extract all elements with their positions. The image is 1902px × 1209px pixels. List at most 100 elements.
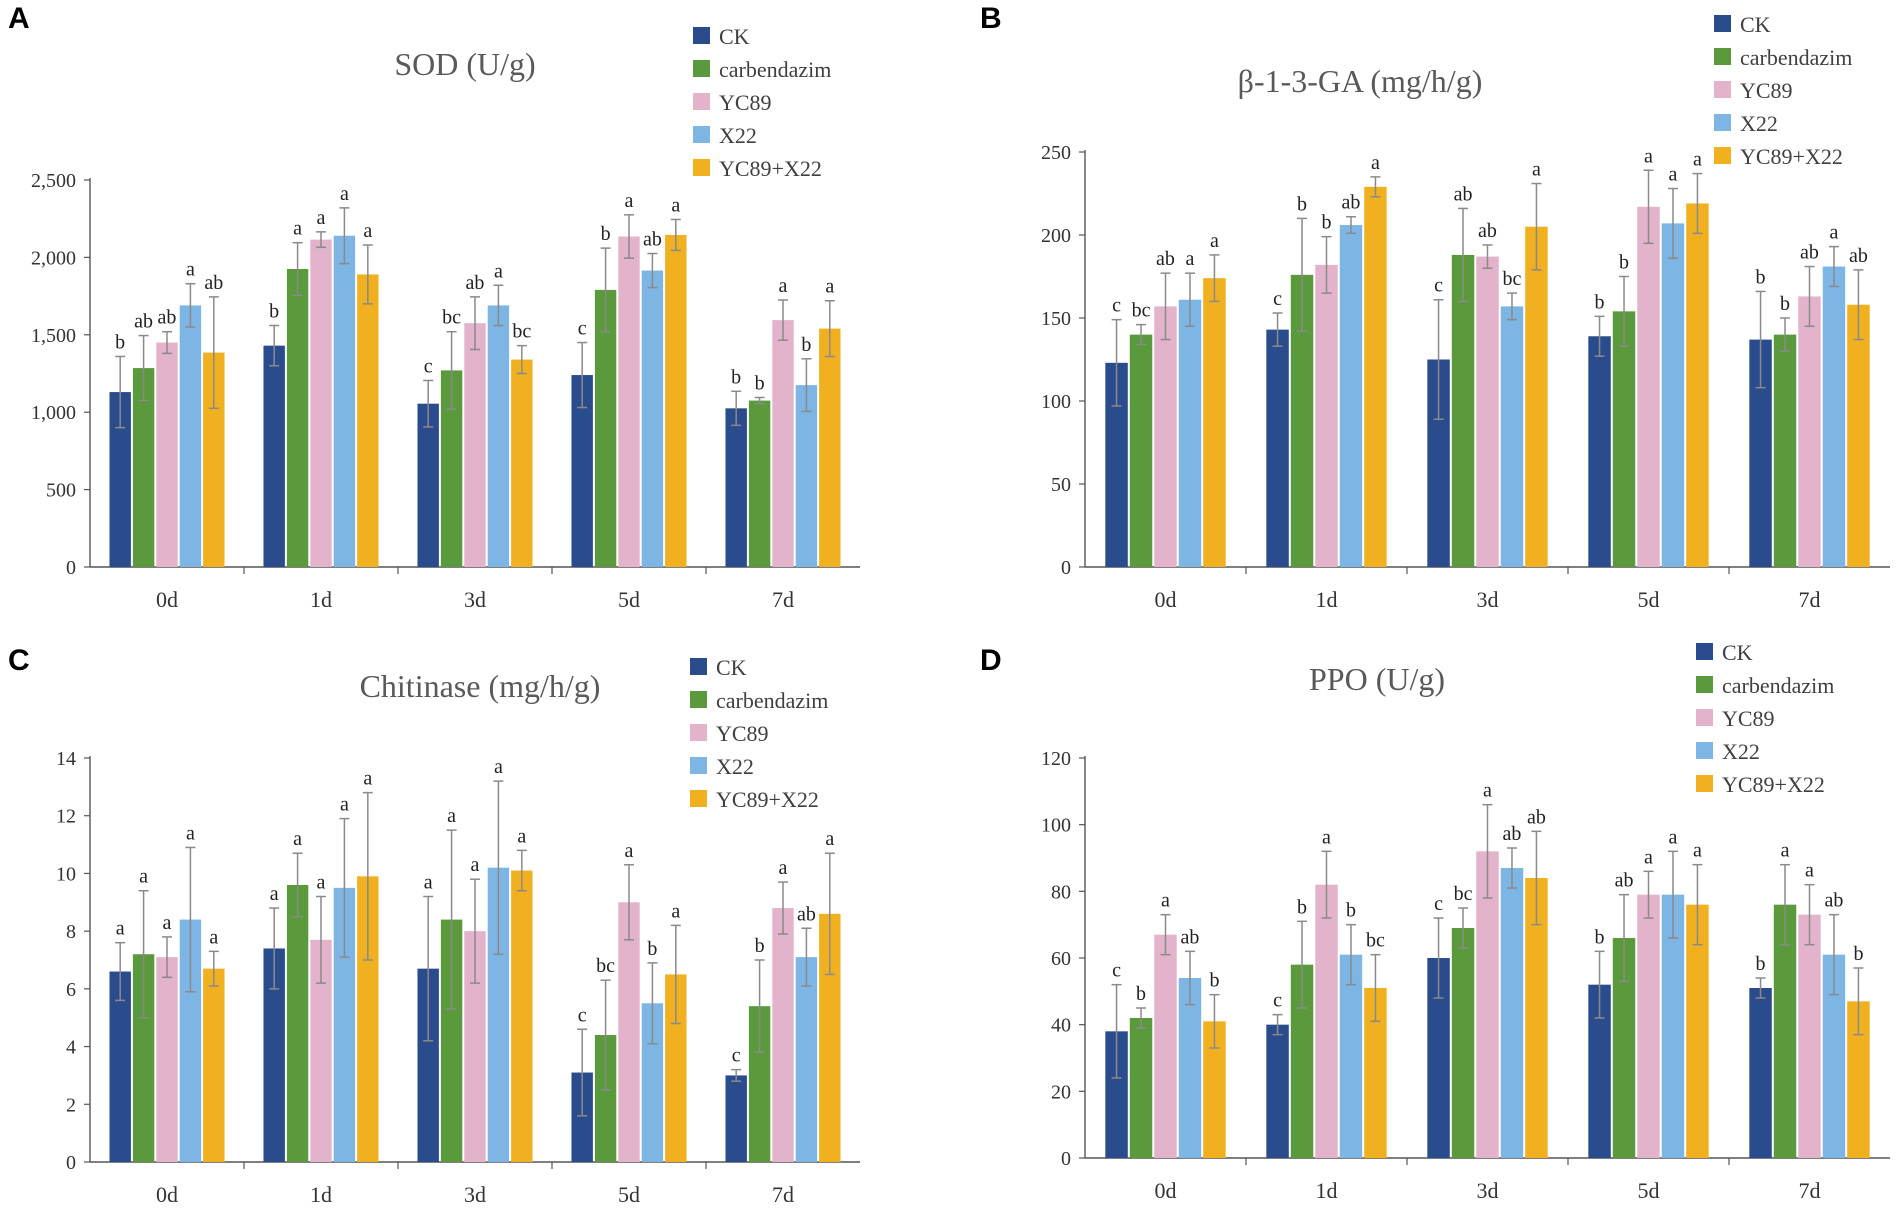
significance-letter: b bbox=[1297, 193, 1307, 215]
legend-label: YC89 bbox=[1722, 706, 1775, 731]
bar-c-x22-3d bbox=[487, 867, 510, 1162]
bar-a-carbendazim-0d bbox=[132, 368, 155, 567]
legend-swatch-carbendazim bbox=[693, 60, 710, 77]
bar-c-carbendazim-5d bbox=[594, 1035, 617, 1162]
bar-b-carbendazim-7d bbox=[1773, 334, 1797, 567]
x-category-label: 3d bbox=[464, 587, 486, 612]
significance-letter: ab bbox=[1503, 823, 1522, 845]
y-tick-label: 100 bbox=[1041, 391, 1071, 413]
bar-a-x22-3d bbox=[487, 305, 510, 567]
significance-letter: a bbox=[494, 260, 503, 282]
bar-c-yc89-3d bbox=[464, 931, 486, 1162]
panel-letter-d: D bbox=[980, 644, 1002, 677]
bar-c-yc89-x22-7d bbox=[819, 913, 841, 1162]
legend-label: YC89+X22 bbox=[716, 787, 819, 812]
bar-c-yc89-7d bbox=[772, 908, 794, 1162]
significance-letter: a bbox=[363, 768, 372, 790]
legend-swatch-yc89 bbox=[693, 93, 710, 110]
bar-d-ck-0d bbox=[1105, 1031, 1128, 1158]
legend-swatch-ck bbox=[693, 27, 710, 44]
bar-a-carbendazim-3d bbox=[440, 370, 463, 567]
significance-letter: b bbox=[1595, 291, 1605, 313]
bar-c-x22-5d bbox=[641, 1003, 664, 1162]
bar-b-ck-5d bbox=[1588, 336, 1611, 567]
bar-a-x22-0d bbox=[179, 305, 202, 567]
bar-a-ck-0d bbox=[109, 392, 131, 567]
significance-letter: a bbox=[1322, 826, 1331, 848]
legend-label: X22 bbox=[719, 123, 757, 148]
y-tick-label: 1,500 bbox=[31, 325, 76, 347]
legend-label: carbendazim bbox=[1722, 673, 1834, 698]
bar-b-ck-0d bbox=[1105, 362, 1128, 567]
y-tick-label: 0 bbox=[66, 1152, 76, 1174]
panel-letter-c: C bbox=[8, 644, 30, 677]
bar-c-ck-1d bbox=[263, 948, 285, 1162]
significance-letter: c bbox=[732, 1045, 741, 1067]
legend-swatch-yc89-x22 bbox=[690, 790, 707, 807]
y-tick-label: 4 bbox=[66, 1037, 76, 1059]
y-tick-label: 100 bbox=[1041, 815, 1071, 837]
significance-letter: c bbox=[1434, 275, 1443, 297]
x-category-label: 3d bbox=[1477, 1178, 1499, 1203]
bar-b-yc89-x22-3d bbox=[1525, 226, 1548, 567]
bar-c-carbendazim-7d bbox=[748, 1006, 771, 1162]
bar-a-yc89-x22-5d bbox=[665, 234, 687, 568]
significance-letter: b bbox=[1136, 983, 1146, 1005]
significance-letter: a bbox=[1693, 149, 1702, 171]
bar-a-yc89-7d bbox=[772, 320, 794, 567]
bar-b-ck-1d bbox=[1266, 329, 1289, 567]
bar-a-ck-7d bbox=[725, 408, 747, 567]
y-tick-label: 80 bbox=[1051, 881, 1071, 903]
bar-b-yc89-x22-1d bbox=[1364, 186, 1387, 568]
bar-d-yc89-5d bbox=[1637, 894, 1660, 1158]
legend-label: CK bbox=[1740, 12, 1771, 37]
significance-letter: a bbox=[825, 828, 834, 850]
bar-b-carbendazim-0d bbox=[1129, 334, 1153, 567]
significance-letter: ab bbox=[1615, 870, 1634, 892]
bar-d-yc89-x22-3d bbox=[1525, 878, 1548, 1158]
significance-letter: a bbox=[779, 857, 788, 879]
bar-d-carbendazim-0d bbox=[1129, 1018, 1153, 1158]
bar-c-ck-0d bbox=[109, 971, 131, 1162]
bar-a-yc89-1d bbox=[310, 239, 332, 567]
bar-c-x22-0d bbox=[179, 919, 202, 1162]
bar-b-carbendazim-3d bbox=[1451, 254, 1475, 568]
bar-a-yc89-x22-7d bbox=[819, 328, 841, 567]
significance-letter: ab bbox=[797, 903, 816, 925]
panel-letter-a: A bbox=[8, 2, 30, 35]
significance-letter: a bbox=[340, 794, 349, 816]
significance-letter: bc bbox=[1454, 883, 1473, 905]
significance-letter: c bbox=[1112, 960, 1121, 982]
significance-letter: ab bbox=[1156, 248, 1175, 270]
significance-letter: b bbox=[1853, 943, 1863, 965]
bar-b-yc89-3d bbox=[1476, 256, 1499, 567]
bar-a-ck-1d bbox=[263, 345, 285, 567]
legend-label: X22 bbox=[1722, 739, 1760, 764]
significance-letter: b bbox=[601, 223, 611, 245]
bar-d-yc89-x22-5d bbox=[1686, 904, 1709, 1158]
significance-letter: a bbox=[270, 883, 279, 905]
significance-letter: bc bbox=[1132, 300, 1151, 322]
legend-swatch-carbendazim bbox=[690, 691, 707, 708]
y-tick-label: 10 bbox=[56, 863, 76, 885]
significance-letter: b bbox=[1780, 293, 1790, 315]
bar-d-carbendazim-1d bbox=[1290, 964, 1314, 1158]
significance-letter: b bbox=[1209, 970, 1219, 992]
legend-label: carbendazim bbox=[719, 57, 831, 82]
significance-letter: bc bbox=[1366, 930, 1385, 952]
significance-letter: a bbox=[471, 854, 480, 876]
x-category-label: 1d bbox=[1316, 587, 1338, 612]
legend-swatch-x22 bbox=[693, 126, 710, 143]
bar-b-yc89-1d bbox=[1315, 264, 1338, 567]
significance-letter: a bbox=[1644, 846, 1653, 868]
significance-letter: ab bbox=[204, 272, 223, 294]
significance-letter: a bbox=[447, 805, 456, 827]
bar-c-yc89-x22-0d bbox=[203, 968, 225, 1162]
bar-b-yc89-5d bbox=[1637, 206, 1660, 567]
legend-label: YC89+X22 bbox=[1740, 144, 1843, 169]
significance-letter: a bbox=[317, 207, 326, 229]
significance-letter: b bbox=[755, 935, 765, 957]
legend-label: carbendazim bbox=[1740, 45, 1852, 70]
significance-letter: a bbox=[1781, 840, 1790, 862]
bar-c-yc89-x22-5d bbox=[665, 974, 687, 1162]
